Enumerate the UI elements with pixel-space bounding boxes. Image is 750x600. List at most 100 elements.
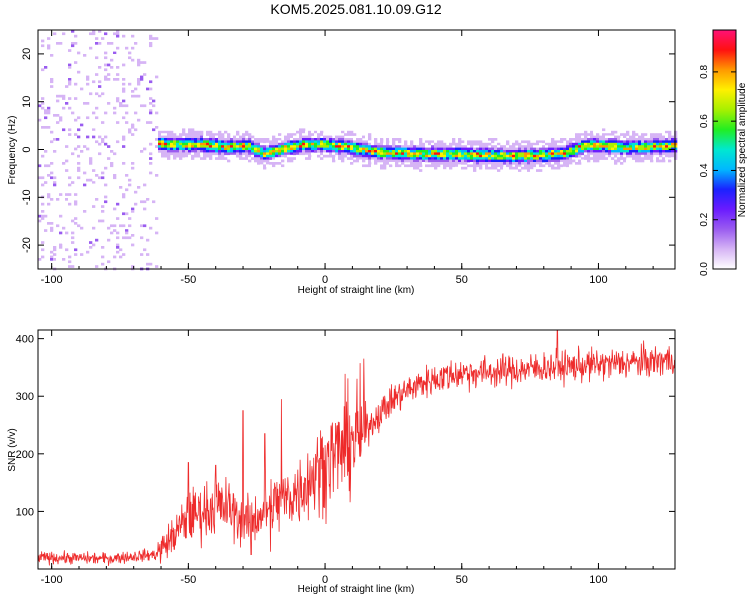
- spectrogram-cell: [536, 169, 540, 172]
- spectrogram-cell: [434, 140, 438, 144]
- spectrogram-cell: [260, 150, 264, 153]
- spectrogram-cell: [377, 159, 381, 163]
- spectrogram-cell: [488, 166, 492, 170]
- spectrogram-cell: [137, 78, 141, 81]
- spectrogram-cell: [665, 147, 669, 151]
- spectrogram-cell: [425, 142, 429, 146]
- spectrogram-cell: [140, 224, 144, 228]
- spectrogram-cell: [473, 152, 477, 156]
- spectrogram-cell: [515, 154, 519, 158]
- spectrogram-cell: [194, 145, 198, 148]
- spectrogram-cell: [263, 154, 267, 158]
- spectrogram-cell: [383, 145, 387, 148]
- spectrogram-cell: [518, 154, 522, 158]
- spectrogram-ytick-label: 0: [21, 146, 33, 152]
- spectrogram-cell: [656, 133, 660, 136]
- spectrogram-cell: [671, 145, 675, 148]
- spectrogram-cell: [188, 152, 192, 156]
- spectrogram-cell: [272, 162, 276, 165]
- spectrogram-cell: [638, 157, 642, 160]
- spectrogram-cell: [233, 157, 237, 160]
- spectrogram-cell: [545, 147, 549, 151]
- spectrogram-cell: [578, 162, 582, 165]
- spectrogram-cell: [659, 154, 663, 158]
- spectrogram-cell: [671, 147, 675, 151]
- spectrogram-cell: [77, 166, 81, 170]
- spectrogram-cell: [599, 152, 603, 156]
- spectrogram-cell: [218, 130, 222, 134]
- spectrogram-cell: [599, 140, 603, 144]
- spectrogram-cell: [371, 150, 375, 153]
- spectrogram-cell: [374, 157, 378, 160]
- spectrogram-cell: [347, 142, 351, 146]
- spectrogram-cell: [668, 145, 672, 148]
- spectrogram-cell: [275, 140, 279, 144]
- spectrogram-cell: [539, 164, 543, 168]
- spectrogram-cell: [659, 142, 663, 146]
- spectrogram-cell: [305, 147, 309, 151]
- spectrogram-cell: [278, 138, 282, 141]
- spectrogram-cell: [137, 80, 141, 84]
- spectrogram-cell: [236, 145, 240, 148]
- spectrogram-cell: [476, 162, 480, 165]
- spectrogram-cell: [428, 154, 432, 158]
- spectrogram-cell: [524, 140, 528, 144]
- spectrogram-cell: [125, 46, 129, 50]
- spectrogram-cell: [386, 159, 390, 163]
- spectrogram-cell: [254, 142, 258, 146]
- spectrogram-cell: [431, 159, 435, 163]
- spectrogram-cell: [278, 147, 282, 151]
- spectrogram-cell: [149, 226, 153, 230]
- spectrogram-cell: [260, 152, 264, 156]
- spectrogram-cell: [149, 87, 153, 91]
- spectrogram-cell: [302, 145, 306, 148]
- spectrogram-cell: [632, 142, 636, 146]
- spectrogram-cell: [137, 186, 141, 189]
- spectrogram-cell: [611, 147, 615, 151]
- spectrogram-cell: [476, 147, 480, 151]
- spectrogram-cell: [506, 147, 510, 151]
- spectrogram-cell: [353, 159, 357, 163]
- spectrogram-cell: [482, 150, 486, 153]
- spectrogram-cell: [41, 154, 45, 158]
- spectrogram-cell: [608, 145, 612, 148]
- spectrogram-cell: [227, 152, 231, 156]
- spectrogram-cell: [65, 85, 69, 88]
- spectrogram-cell: [209, 147, 213, 151]
- spectrogram-cell: [449, 162, 453, 165]
- spectrogram-cell: [254, 159, 258, 163]
- spectrogram-cell: [335, 157, 339, 160]
- spectrogram-cell: [164, 135, 168, 139]
- spectrogram-cell: [374, 140, 378, 144]
- spectrogram-cell: [299, 128, 303, 132]
- spectrogram-cell: [263, 138, 267, 141]
- spectrogram-cell: [176, 140, 180, 144]
- spectrogram-cell: [569, 159, 573, 163]
- spectrogram-cell: [119, 248, 123, 252]
- spectrogram-cell: [371, 157, 375, 160]
- spectrogram-cell: [560, 152, 564, 156]
- spectrogram-cell: [344, 152, 348, 156]
- spectrogram-cell: [521, 145, 525, 148]
- spectrogram-cell: [68, 255, 72, 259]
- spectrogram-cell: [227, 142, 231, 146]
- spectrogram-cell: [563, 138, 567, 141]
- spectrogram-cell: [41, 217, 45, 220]
- spectrogram-cell: [299, 135, 303, 139]
- spectrogram-cell: [119, 102, 123, 105]
- spectrogram-cell: [500, 157, 504, 160]
- spectrogram-cell: [269, 140, 273, 144]
- spectrogram-cell: [434, 147, 438, 151]
- spectrogram-cell: [74, 193, 78, 196]
- spectrogram-cell: [599, 150, 603, 153]
- spectrogram-cell: [332, 145, 336, 148]
- spectrogram-cell: [53, 258, 57, 261]
- spectrogram-cell: [326, 145, 330, 148]
- spectrogram-cell: [674, 138, 678, 141]
- spectrogram-cell: [86, 147, 90, 151]
- spectrogram-cell: [407, 159, 411, 163]
- spectrogram-cell: [479, 147, 483, 151]
- spectrogram-cell: [503, 152, 507, 156]
- spectrogram-cell: [623, 147, 627, 151]
- spectrogram-cell: [563, 159, 567, 163]
